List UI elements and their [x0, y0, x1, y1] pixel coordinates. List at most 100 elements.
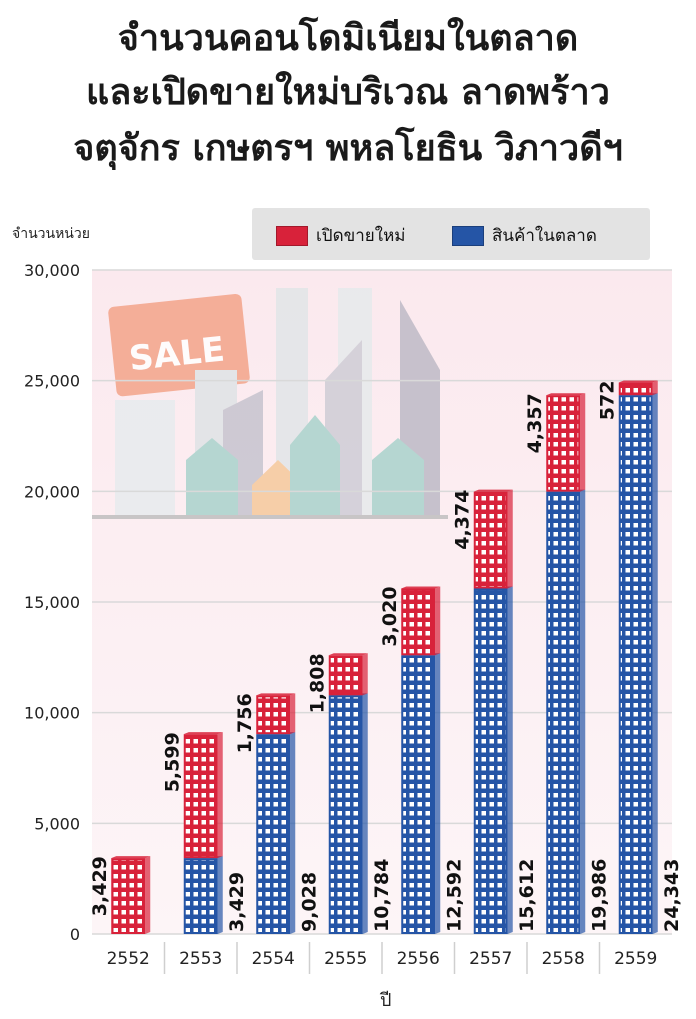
- bar-market-windows: [185, 860, 216, 932]
- bar-new-top: [328, 653, 368, 656]
- bar-market: [183, 856, 223, 934]
- bar-market-side: [507, 586, 513, 934]
- x-tick-label: 2555: [324, 949, 367, 969]
- legend-label-market: สินค้าในตลาด: [492, 226, 597, 246]
- bar-new: [618, 380, 658, 396]
- bar-new: [473, 489, 513, 589]
- y-tick-label: 5,000: [34, 814, 80, 833]
- legend-item-new: เปิดขายใหม่: [276, 222, 405, 249]
- x-tick-label: 2559: [614, 949, 657, 969]
- y-tick-label: 30,000: [24, 261, 80, 280]
- y-tick-label: 15,000: [24, 593, 80, 612]
- bar-market: [618, 393, 658, 934]
- house-1: [186, 438, 238, 515]
- bar-new-windows: [620, 384, 651, 394]
- bar-market-side: [580, 489, 586, 934]
- building-1: [115, 400, 175, 515]
- bar-market-side: [362, 693, 368, 934]
- x-tick-label: 2558: [542, 949, 585, 969]
- house-3: [290, 415, 340, 515]
- bar-new-side: [290, 693, 296, 735]
- bar-new: [546, 393, 586, 492]
- bar-market: [328, 693, 368, 934]
- house-4: [372, 438, 424, 515]
- bar-new-windows: [475, 493, 506, 587]
- data-label-new: 1,756: [234, 693, 256, 753]
- bar-new-top: [183, 732, 223, 735]
- bar-market-windows: [620, 397, 651, 932]
- bar-new-side: [580, 393, 586, 492]
- bar-market-windows: [258, 736, 289, 932]
- data-label-new: 1,808: [307, 653, 329, 713]
- y-tick-label: 10,000: [24, 704, 80, 723]
- bar-new-top: [111, 856, 151, 859]
- x-tick-label: 2557: [469, 949, 512, 969]
- bar-new-side: [217, 732, 223, 859]
- y-axis-title: จำนวนหน่วย: [12, 226, 90, 242]
- bar-new: [256, 693, 296, 735]
- value-labels: 3,429 5,599 3,429 1,756 9,028 1,808 10,784 3,02…: [89, 381, 683, 932]
- data-label-new: 4,374: [452, 490, 474, 550]
- data-label-market: 12,592: [443, 859, 465, 932]
- bar-new-windows: [113, 860, 144, 932]
- data-label-market: 3,429: [226, 872, 248, 932]
- bar-market-side: [217, 856, 223, 934]
- bar-new-windows: [185, 736, 216, 857]
- bar-market-windows: [403, 657, 434, 932]
- title-line-1: จำนวนคอนโดมิเนียมในตลาด: [117, 18, 579, 59]
- x-tick-label: 2554: [252, 949, 295, 969]
- x-tick-label: 2556: [397, 949, 440, 969]
- bar-new: [183, 732, 223, 859]
- legend-item-market: สินค้าในตลาด: [452, 222, 597, 249]
- bar-market-side: [652, 393, 658, 934]
- bar-new-top: [256, 693, 296, 696]
- bar-new-side: [362, 653, 368, 696]
- bar-new-side: [652, 380, 658, 396]
- bar-market: [401, 653, 441, 934]
- bar-new-top: [401, 586, 441, 589]
- bar-new: [111, 856, 151, 934]
- data-label-market: 24,343: [661, 859, 683, 932]
- bar-market: [546, 489, 586, 934]
- bar-new-top: [546, 393, 586, 396]
- bar-market-windows: [475, 590, 506, 932]
- bar-new-side: [145, 856, 151, 934]
- bar-market: [473, 586, 513, 934]
- bar-new: [401, 586, 441, 656]
- data-label-market: 10,784: [371, 859, 393, 932]
- bar-new-top: [618, 380, 658, 383]
- bar-market-side: [435, 653, 441, 934]
- data-label-new: 3,020: [379, 586, 401, 646]
- data-label-market: 15,612: [516, 859, 538, 932]
- bar-new: [328, 653, 368, 696]
- bar-new-windows: [258, 697, 289, 733]
- bar-market-side: [290, 732, 296, 934]
- data-label-new: 3,429: [89, 856, 111, 916]
- bar-new-windows: [330, 657, 361, 694]
- bars: [111, 380, 658, 934]
- bar-new-windows: [403, 590, 434, 654]
- data-label-market: 19,986: [588, 859, 610, 932]
- bar-new-windows: [548, 397, 579, 490]
- bar-market: [256, 732, 296, 934]
- data-label-new: 5,599: [162, 732, 184, 792]
- bar-market-windows: [548, 493, 579, 932]
- ground-line: [92, 515, 448, 519]
- x-tick-label: 2552: [107, 949, 150, 969]
- x-tick-label: 2553: [179, 949, 222, 969]
- bar-new-side: [435, 586, 441, 656]
- legend-swatch-new: [276, 225, 308, 246]
- bar-new-side: [507, 489, 513, 589]
- legend: เปิดขายใหม่ สินค้าในตลาด: [252, 208, 650, 260]
- title-line-3: จตุจักร เกษตรฯ พหลโยธิน วิภาวดีฯ: [73, 128, 623, 169]
- title-line-2: และเปิดขายใหม่บริเวณ ลาดพร้าว: [86, 72, 610, 113]
- bar-market-windows: [330, 697, 361, 932]
- data-label-new: 4,357: [524, 393, 546, 453]
- y-tick-label: 0: [70, 925, 80, 944]
- stacked-bar-chart: SALE 05,00010,00015,00020,00025,00030,00…: [24, 261, 683, 974]
- bar-new-top: [473, 489, 513, 492]
- data-label-new: 572: [597, 381, 619, 421]
- x-tick-labels: 2552 2553 2554 2555 2556 2557 2558 2559: [107, 942, 657, 974]
- legend-label-new: เปิดขายใหม่: [316, 226, 406, 246]
- y-tick-label: 25,000: [24, 372, 80, 391]
